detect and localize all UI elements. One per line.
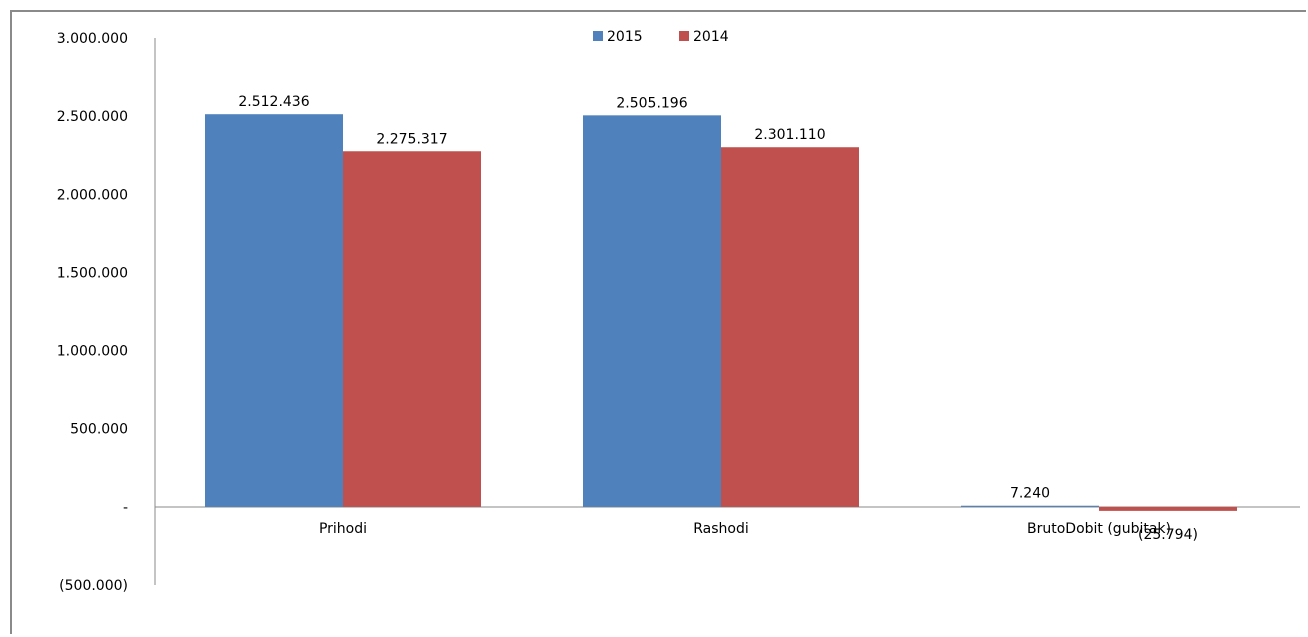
y-tick-label: 500.000 (70, 422, 128, 438)
legend-label-2015: 2015 (607, 29, 643, 45)
bar-2014-0 (343, 151, 481, 507)
y-tick-label: - (123, 500, 128, 516)
legend-label-2014: 2014 (693, 29, 729, 45)
category-label-2: BrutoDobit (gubitak) (1027, 521, 1171, 537)
category-labels: Prihodi Rashodi BrutoDobit (gubitak) (319, 521, 1171, 537)
y-tick-label: 2.500.000 (57, 109, 128, 125)
data-label-2015-1: 2.505.196 (616, 95, 687, 111)
y-axis-ticks: 3.000.000 2.500.000 2.000.000 1.500.000 1.00… (57, 31, 128, 594)
bar-2014-2 (1099, 507, 1237, 511)
y-tick-label: (500.000) (59, 578, 128, 594)
y-tick-label: 1.500.000 (57, 265, 128, 281)
bar-series (205, 114, 1237, 511)
data-label-2014-0: 2.275.317 (376, 131, 447, 147)
data-label-2014-1: 2.301.110 (754, 127, 825, 143)
y-tick-label: 1.000.000 (57, 344, 128, 360)
y-tick-label: 3.000.000 (57, 31, 128, 47)
legend-swatch-2015 (593, 31, 603, 41)
bar-2015-1 (583, 115, 721, 507)
legend-swatch-2014 (679, 31, 689, 41)
legend: 2015 2014 (593, 29, 729, 45)
bar-2015-0 (205, 114, 343, 507)
data-label-2015-0: 2.512.436 (238, 94, 309, 110)
category-label-0: Prihodi (319, 521, 367, 537)
bar-2015-2 (961, 506, 1099, 507)
y-tick-label: 2.000.000 (57, 187, 128, 203)
data-label-2015-2: 7.240 (1010, 486, 1050, 502)
bar-2014-1 (721, 147, 859, 507)
category-label-1: Rashodi (693, 521, 749, 537)
